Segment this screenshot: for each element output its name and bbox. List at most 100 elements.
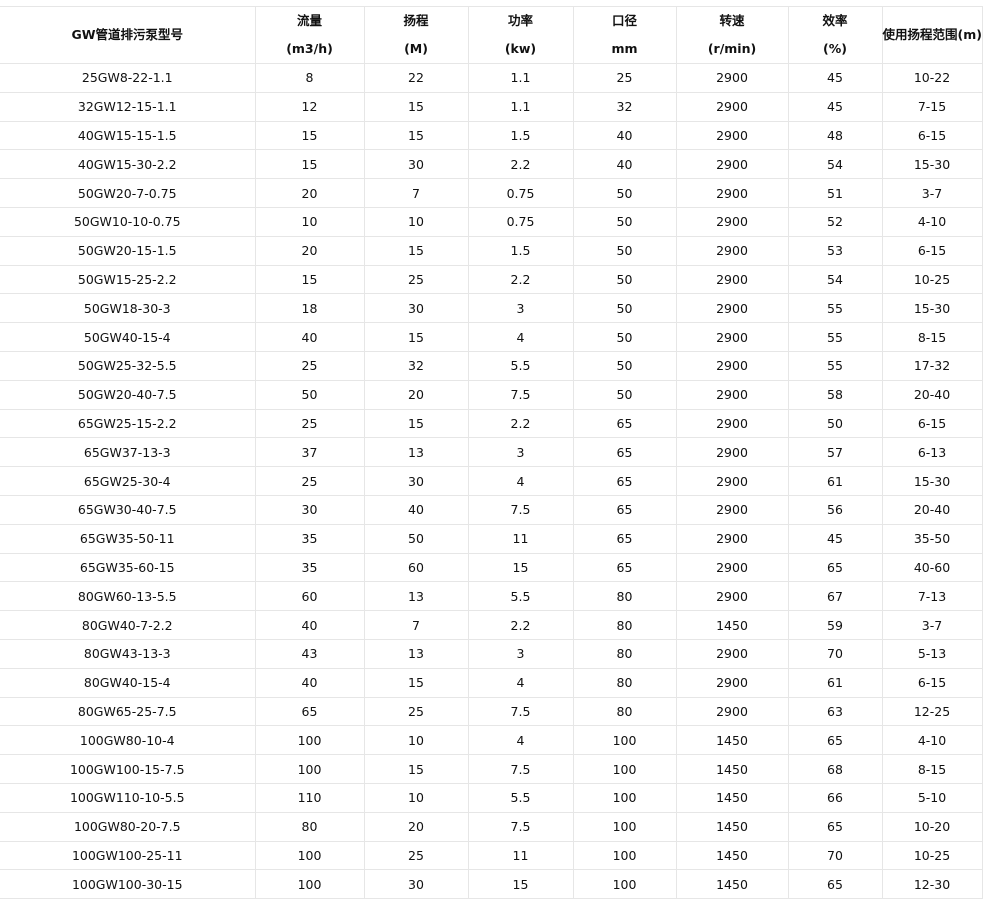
cell-speed: 2900 (675, 293, 789, 324)
cell-head-range: 12-30 (881, 869, 983, 900)
cell-head-range: 10-25 (881, 840, 983, 871)
cell-power: 7.5 (467, 754, 574, 784)
cell-model: 32GW12-15-1.1 (0, 91, 256, 122)
cell-speed: 2900 (675, 120, 789, 151)
cell-head: 40 (363, 494, 469, 525)
cell-diameter: 50 (572, 379, 677, 410)
cell-head: 25 (363, 840, 469, 871)
cell-head: 15 (363, 408, 469, 439)
cell-diameter: 65 (572, 466, 677, 496)
cell-power: 1.1 (467, 91, 574, 122)
cell-efficiency: 58 (787, 379, 883, 410)
header-diameter: 口径 mm (572, 6, 677, 64)
cell-head-range: 6-15 (881, 120, 983, 151)
cell-efficiency: 70 (787, 840, 883, 871)
cell-diameter: 80 (572, 696, 677, 727)
cell-power: 1.5 (467, 235, 574, 266)
cell-model: 100GW80-10-4 (0, 725, 256, 756)
table-row: 25GW8-22-1.1 8 22 1.1 25 2900 45 10-22 (0, 63, 983, 93)
cell-head-range: 4-10 (881, 725, 983, 756)
cell-flow: 40 (254, 610, 365, 640)
cell-speed: 1450 (675, 869, 789, 900)
cell-speed: 2900 (675, 581, 789, 612)
cell-model: 100GW100-15-7.5 (0, 754, 256, 784)
table-row: 65GW25-30-4 25 30 4 65 2900 61 15-30 (0, 466, 983, 496)
cell-diameter: 50 (572, 178, 677, 208)
cell-head: 15 (363, 754, 469, 784)
cell-head: 30 (363, 293, 469, 324)
cell-efficiency: 53 (787, 235, 883, 266)
cell-efficiency: 66 (787, 782, 883, 813)
cell-flow: 60 (254, 581, 365, 612)
table-row: 40GW15-15-1.5 15 15 1.5 40 2900 48 6-15 (0, 120, 983, 151)
cell-head-range: 15-30 (881, 293, 983, 324)
cell-efficiency: 65 (787, 811, 883, 842)
table-row: 65GW35-50-11 35 50 11 65 2900 45 35-50 (0, 523, 983, 554)
cell-head: 22 (363, 63, 469, 93)
table-row: 50GW10-10-0.75 10 10 0.75 50 2900 52 4-10 (0, 206, 983, 237)
cell-diameter: 25 (572, 63, 677, 93)
cell-head: 15 (363, 120, 469, 151)
cell-efficiency: 56 (787, 494, 883, 525)
cell-head-range: 8-15 (881, 322, 983, 352)
cell-speed: 2900 (675, 494, 789, 525)
cell-model: 65GW30-40-7.5 (0, 494, 256, 525)
cell-head-range: 10-22 (881, 63, 983, 93)
cell-efficiency: 61 (787, 667, 883, 698)
cell-head: 30 (363, 466, 469, 496)
cell-model: 80GW43-13-3 (0, 638, 256, 669)
cell-diameter: 80 (572, 581, 677, 612)
cell-flow: 30 (254, 494, 365, 525)
cell-power: 4 (467, 667, 574, 698)
table-row: 80GW40-15-4 40 15 4 80 2900 61 6-15 (0, 667, 983, 698)
cell-speed: 2900 (675, 322, 789, 352)
cell-speed: 2900 (675, 350, 789, 381)
table-row: 80GW43-13-3 43 13 3 80 2900 70 5-13 (0, 638, 983, 669)
cell-flow: 80 (254, 811, 365, 842)
header-power: 功率 (kw) (467, 6, 574, 64)
cell-head-range: 20-40 (881, 379, 983, 410)
cell-model: 50GW20-40-7.5 (0, 379, 256, 410)
cell-head-range: 6-13 (881, 437, 983, 468)
cell-head-range: 10-25 (881, 264, 983, 295)
cell-diameter: 100 (572, 725, 677, 756)
cell-diameter: 50 (572, 322, 677, 352)
cell-efficiency: 61 (787, 466, 883, 496)
cell-efficiency: 55 (787, 350, 883, 381)
cell-head: 20 (363, 811, 469, 842)
cell-power: 4 (467, 725, 574, 756)
cell-efficiency: 65 (787, 552, 883, 583)
cell-efficiency: 55 (787, 322, 883, 352)
table-row: 50GW40-15-4 40 15 4 50 2900 55 8-15 (0, 322, 983, 352)
cell-efficiency: 55 (787, 293, 883, 324)
cell-flow: 10 (254, 206, 365, 237)
cell-head: 15 (363, 235, 469, 266)
cell-model: 80GW40-7-2.2 (0, 610, 256, 640)
cell-flow: 15 (254, 264, 365, 295)
cell-model: 50GW18-30-3 (0, 293, 256, 324)
cell-flow: 50 (254, 379, 365, 410)
cell-diameter: 65 (572, 408, 677, 439)
cell-model: 65GW35-60-15 (0, 552, 256, 583)
cell-speed: 2900 (675, 264, 789, 295)
cell-head-range: 35-50 (881, 523, 983, 554)
table-row: 50GW25-32-5.5 25 32 5.5 50 2900 55 17-32 (0, 350, 983, 381)
cell-model: 40GW15-30-2.2 (0, 149, 256, 180)
header-model-line: GW管道排污泵型号 (71, 27, 184, 42)
cell-efficiency: 67 (787, 581, 883, 612)
cell-flow: 25 (254, 350, 365, 381)
cell-speed: 2900 (675, 91, 789, 122)
table-row: 50GW20-7-0.75 20 7 0.75 50 2900 51 3-7 (0, 178, 983, 208)
cell-flow: 25 (254, 466, 365, 496)
cell-flow: 110 (254, 782, 365, 813)
cell-diameter: 80 (572, 638, 677, 669)
pump-spec-table: GW管道排污泵型号 流量 (m3/h) 扬程 (M) 功率 (kw) 口径 mm 转速 (r/min… (0, 6, 983, 900)
cell-model: 50GW20-7-0.75 (0, 178, 256, 208)
cell-flow: 35 (254, 552, 365, 583)
cell-model: 80GW65-25-7.5 (0, 696, 256, 727)
cell-diameter: 100 (572, 869, 677, 900)
cell-diameter: 50 (572, 264, 677, 295)
cell-flow: 25 (254, 408, 365, 439)
cell-head-range: 4-10 (881, 206, 983, 237)
header-flow-line: 流量 (296, 13, 322, 28)
